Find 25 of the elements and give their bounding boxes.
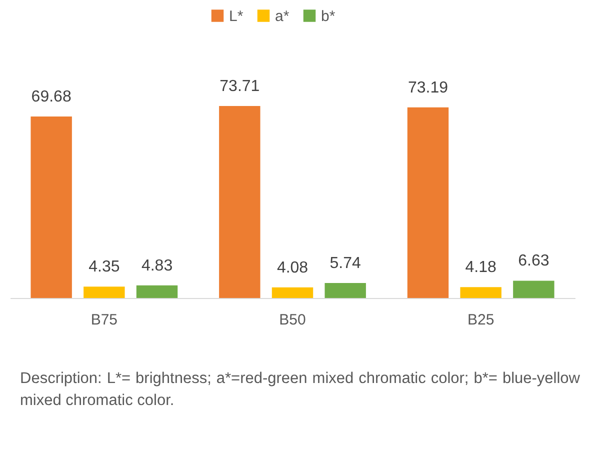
- bar: [30, 116, 72, 298]
- bar: [136, 285, 178, 298]
- legend-label: a*: [275, 8, 290, 25]
- bar: [324, 283, 366, 298]
- bar: [84, 286, 125, 298]
- data-label: 73.71: [220, 78, 260, 96]
- bar: [219, 106, 260, 298]
- bar: [460, 287, 502, 298]
- data-label: 4.35: [88, 258, 120, 276]
- data-label: 73.19: [408, 79, 448, 96]
- bar: [407, 107, 449, 298]
- data-label: 4.08: [276, 259, 308, 276]
- data-label: 6.63: [518, 252, 550, 270]
- bar: [272, 287, 314, 298]
- data-label: 5.74: [330, 255, 362, 272]
- bar: [513, 280, 554, 298]
- x-tick-label: B75: [90, 312, 118, 328]
- x-tick-label: B50: [279, 312, 306, 328]
- legend-label: L*: [229, 8, 244, 25]
- text: Description: L*= brightness; a*=red-green mixed chromatic color; b*= blue-yellow mixed chromatic color.: [20, 369, 580, 411]
- data-label: 4.18: [465, 259, 497, 276]
- data-label: 69.68: [31, 88, 72, 106]
- x-tick-label: B25: [467, 312, 494, 328]
- data-label: 4.83: [141, 257, 173, 274]
- legend-label: b*: [321, 8, 336, 25]
